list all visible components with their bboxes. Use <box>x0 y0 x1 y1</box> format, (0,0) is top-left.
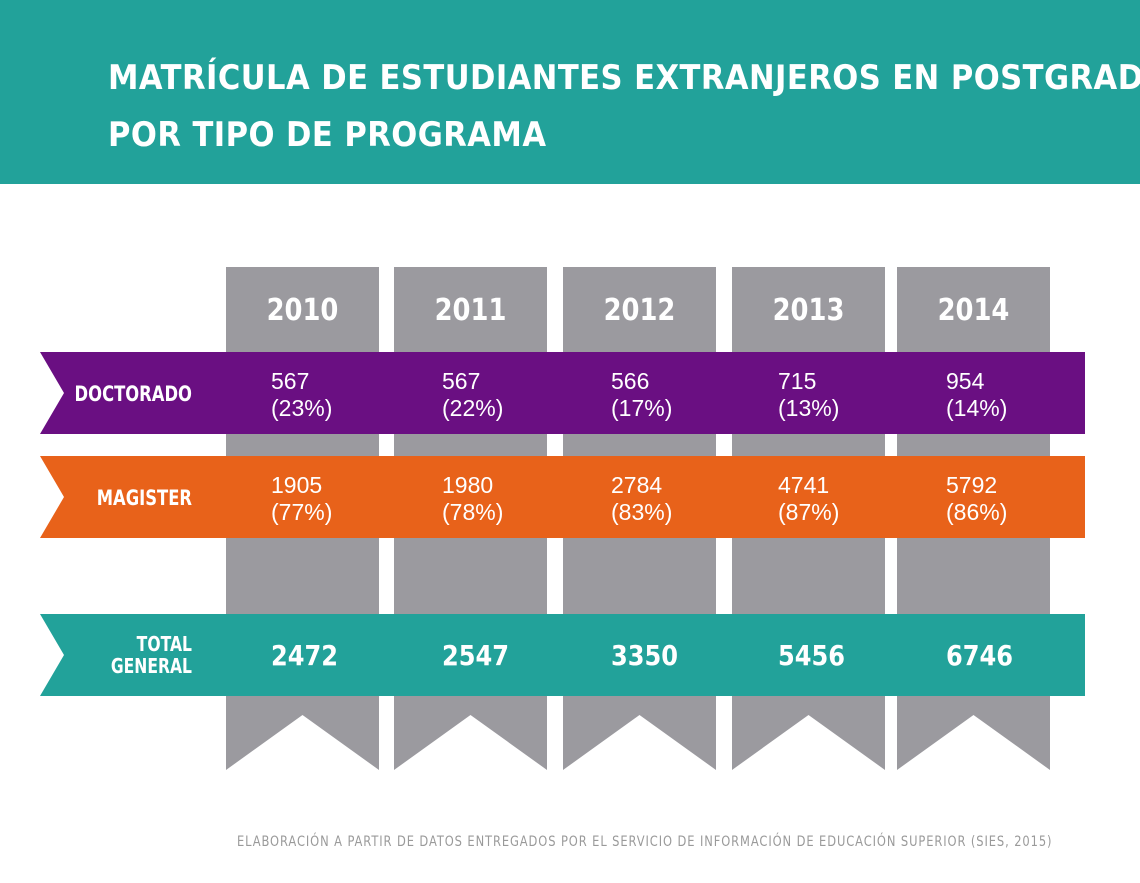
year-label-2011: 2011 <box>435 292 507 327</box>
year-label-2012: 2012 <box>604 292 676 327</box>
cell-value-magister-2010: 1905 <box>271 472 322 498</box>
cell-value-magister-2014: 5792 <box>946 472 997 498</box>
cell-value-doctorado-2010: 567 <box>271 368 309 394</box>
cell-value-total-general-2014: 6746 <box>946 640 1013 672</box>
cell-value-magister-2013: 4741 <box>778 472 829 498</box>
cell-value-doctorado-2013: 715 <box>778 368 816 394</box>
cell-value-doctorado-2012: 566 <box>611 368 649 394</box>
cell-value-total-general-2013: 5456 <box>778 640 845 672</box>
ribbon-total-general <box>40 614 1085 696</box>
year-label-2013: 2013 <box>773 292 845 327</box>
row-label-doctorado: DOCTORADO <box>75 383 192 406</box>
cell-percent-magister-2011: (78%) <box>442 499 503 525</box>
cell-value-magister-2012: 2784 <box>611 472 662 498</box>
cell-percent-magister-2012: (83%) <box>611 499 672 525</box>
cell-percent-doctorado-2013: (13%) <box>778 395 839 421</box>
cell-percent-doctorado-2014: (14%) <box>946 395 1007 421</box>
row-label-total-general-line-1: TOTAL <box>137 633 192 656</box>
cell-percent-doctorado-2012: (17%) <box>611 395 672 421</box>
row-label-magister: MAGISTER <box>97 487 193 510</box>
cell-percent-magister-2013: (87%) <box>778 499 839 525</box>
cell-value-total-general-2011: 2547 <box>442 640 509 672</box>
header-banner <box>0 0 1140 184</box>
title-line-1: MATRÍCULA DE ESTUDIANTES EXTRANJEROS EN … <box>108 58 1140 98</box>
ribbon-doctorado <box>40 352 1085 434</box>
year-label-2010: 2010 <box>267 292 339 327</box>
page-title: MATRÍCULA DE ESTUDIANTES EXTRANJEROS EN … <box>108 50 1140 164</box>
cell-percent-magister-2010: (77%) <box>271 499 332 525</box>
title-line-2: POR TIPO DE PROGRAMA <box>108 115 547 155</box>
cell-value-doctorado-2011: 567 <box>442 368 480 394</box>
cell-value-doctorado-2014: 954 <box>946 368 985 394</box>
cell-value-total-general-2012: 3350 <box>611 640 678 672</box>
source-note: ELABORACIÓN A PARTIR DE DATOS ENTREGADOS… <box>237 834 1053 850</box>
year-label-2014: 2014 <box>938 292 1010 327</box>
cell-percent-doctorado-2011: (22%) <box>442 395 503 421</box>
cell-value-total-general-2010: 2472 <box>271 640 338 672</box>
cell-percent-doctorado-2010: (23%) <box>271 395 332 421</box>
ribbon-magister <box>40 456 1085 538</box>
cell-value-magister-2011: 1980 <box>442 472 493 498</box>
cell-percent-magister-2014: (86%) <box>946 499 1007 525</box>
row-label-total-general-line-2: GENERAL <box>111 655 192 678</box>
